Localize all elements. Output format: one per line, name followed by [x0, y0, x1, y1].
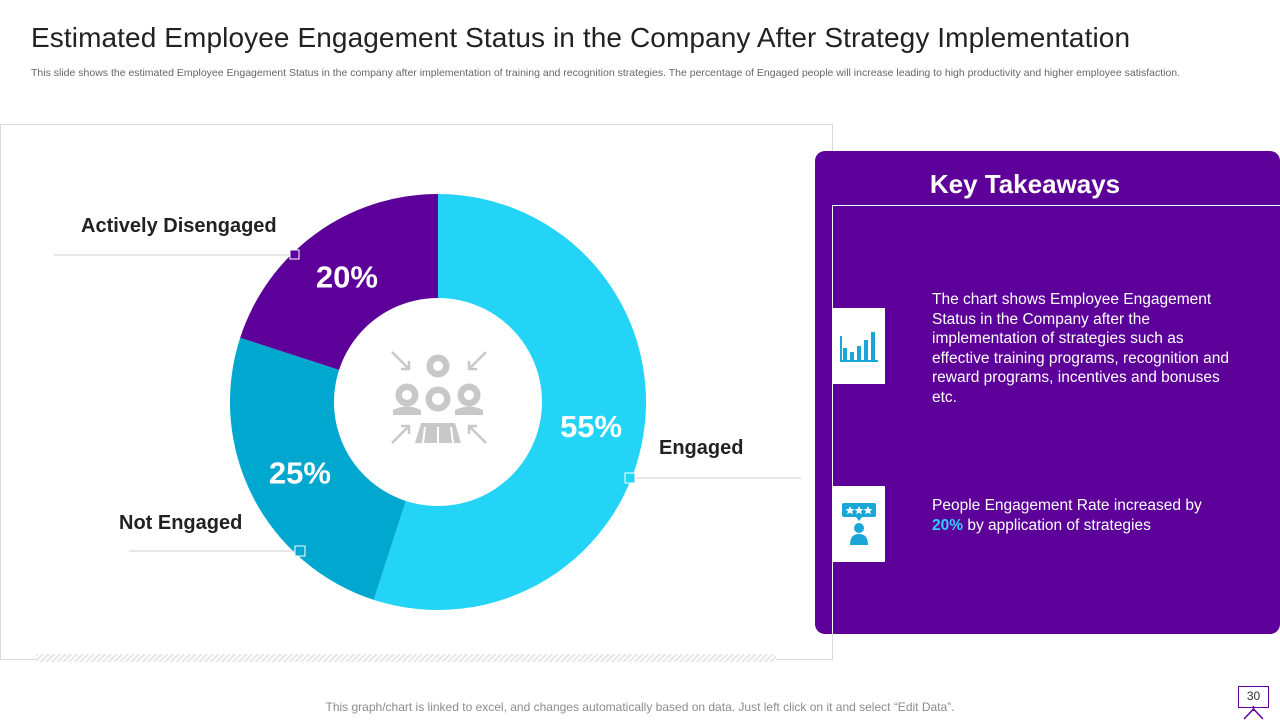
callout-marker-actively-disengaged — [289, 249, 300, 260]
chart-panel[interactable]: 55% 25% 20% Actively Disengaged Engaged No… — [0, 124, 833, 660]
team-focus-icon — [391, 351, 487, 444]
value-label-actively-disengaged: 20% — [316, 260, 378, 295]
takeaway-icon-box-2 — [832, 486, 885, 562]
rated-employee-icon — [841, 503, 876, 545]
key-takeaways-panel: Key Takeaways The chart shows Employee E… — [815, 151, 1280, 634]
category-label-engaged: Engaged — [659, 437, 743, 459]
takeaway-text-2: People Engagement Rate increased by 20% … — [932, 496, 1232, 535]
footer-note: This graph/chart is linked to excel, and… — [325, 700, 955, 714]
callout-marker-engaged — [624, 472, 636, 484]
engagement-increase-value: 20% — [932, 516, 964, 534]
value-label-engaged: 55% — [560, 409, 622, 444]
takeaway-text-1: The chart shows Employee Engagement Stat… — [932, 291, 1229, 406]
bar-chart-icon — [839, 332, 878, 362]
page-title: Estimated Employee Engagement Status in … — [31, 22, 1131, 53]
donut-chart[interactable]: 55% 25% 20% Actively Disengaged Engaged No… — [1, 125, 834, 661]
takeaway-text-2-tail: by application of strategies — [967, 516, 1151, 534]
takeaway-icon-box-1 — [832, 308, 885, 384]
key-takeaways-title: Key Takeaways — [929, 169, 1121, 199]
panel-shadow — [36, 654, 776, 662]
callout-marker-not-engaged — [294, 545, 306, 557]
category-label-not-engaged: Not Engaged — [119, 512, 242, 534]
value-label-not-engaged: 25% — [269, 455, 331, 490]
page-subtitle: This slide shows the estimated Employee … — [31, 67, 1181, 79]
page-number: 30 — [1238, 686, 1269, 708]
category-label-actively-disengaged: Actively Disengaged — [81, 215, 277, 237]
presentation-stand-icon — [1243, 706, 1264, 720]
takeaways-divider — [832, 205, 1280, 206]
takeaways-side-rule — [832, 205, 833, 634]
takeaway-text-2-lead: People Engagement Rate increased by — [932, 497, 1202, 514]
